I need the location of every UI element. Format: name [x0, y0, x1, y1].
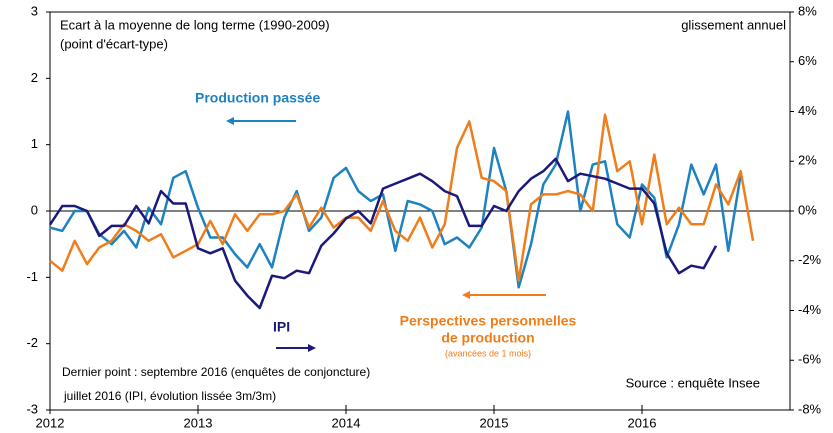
y2-tick-label: -4%: [798, 302, 822, 317]
y2-tick-label: 6%: [798, 53, 817, 68]
x-tick-label: 2014: [332, 415, 361, 430]
series-line: [49, 113, 755, 282]
series-line: [48, 157, 718, 310]
y-tick-label: 2: [31, 70, 38, 85]
series-label: Perspectives personnelles: [400, 313, 577, 329]
series-line: [49, 110, 742, 289]
annotation: Dernier point : septembre 2016 (enquêtes…: [62, 365, 370, 379]
annotation: juillet 2016 (IPI, évolution lissée 3m/3…: [63, 389, 276, 403]
series-label: IPI: [273, 319, 290, 335]
y2-tick-label: 0%: [798, 202, 817, 217]
x-tick-label: 2012: [36, 415, 65, 430]
y-tick-label: 0: [31, 202, 38, 217]
annotation: Source : enquête Insee: [626, 375, 760, 390]
series-note: (avancées de 1 mois): [445, 348, 531, 358]
x-tick-label: 2015: [480, 415, 509, 430]
y2-tick-label: 2%: [798, 153, 817, 168]
series-label: de production: [441, 330, 534, 346]
x-tick-label: 2013: [184, 415, 213, 430]
y-tick-label: -3: [26, 401, 38, 416]
y2-tick-label: -6%: [798, 352, 822, 367]
y2-tick-label: 8%: [798, 3, 817, 18]
y2-tick-label: -2%: [798, 252, 822, 267]
y2-tick-label: 4%: [798, 103, 817, 118]
y-tick-label: 3: [31, 3, 38, 18]
y-tick-label: -1: [26, 269, 38, 284]
y2-tick-label: -8%: [798, 401, 822, 416]
series-label: Production passée: [195, 90, 320, 106]
y-tick-label: -2: [26, 335, 38, 350]
annotation: Ecart à la moyenne de long terme (1990-2…: [60, 17, 330, 32]
y-tick-label: 1: [31, 136, 38, 151]
annotation: (point d'écart-type): [60, 36, 168, 51]
annotation: glissement annuel: [681, 17, 786, 32]
x-tick-label: 2016: [628, 415, 657, 430]
arrows: [226, 117, 546, 352]
